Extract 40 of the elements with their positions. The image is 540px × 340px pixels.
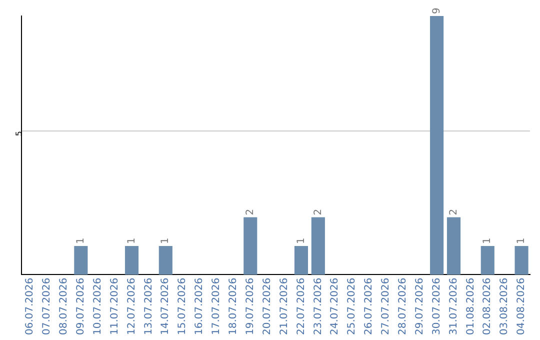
x-tick-label: 09.07.2026 (76, 278, 87, 336)
x-tick-label: 19.07.2026 (244, 278, 256, 336)
data-label: 1 (76, 238, 87, 244)
x-tick-label: 17.07.2026 (211, 278, 222, 336)
x-tick-label: 28.07.2026 (397, 278, 408, 336)
x-tick-label: 07.07.2026 (42, 278, 53, 336)
data-label: 1 (516, 238, 528, 244)
x-tick-label: 06.07.2026 (24, 278, 36, 336)
x-tick-label: 23.07.2026 (312, 278, 324, 336)
data-label: 2 (244, 208, 256, 216)
x-tick-label: 21.07.2026 (278, 278, 290, 336)
x-tick-label: 14.07.2026 (160, 278, 172, 336)
x-tick-label: 24.07.2026 (330, 278, 341, 336)
x-tick-label: 11.07.2026 (109, 278, 120, 336)
data-label: 9 (431, 8, 442, 14)
x-tick-label: 26.07.2026 (364, 278, 375, 336)
x-tick-label: 01.08.2026 (465, 278, 476, 336)
x-tick-label: 02.08.2026 (482, 278, 494, 336)
data-label: 1 (296, 238, 307, 244)
x-tick-label: 03.08.2026 (499, 278, 510, 336)
x-tick-label: 20.07.2026 (262, 278, 273, 336)
x-tick-label: 18.07.2026 (228, 278, 240, 336)
x-tick-label: 16.07.2026 (194, 278, 206, 336)
x-tick-label: 25.07.2026 (346, 278, 358, 336)
x-tick-label: 12.07.2026 (126, 278, 138, 336)
x-tick-label: 04.08.2026 (516, 278, 528, 336)
x-tick-label: 31.07.2026 (448, 278, 460, 336)
data-label: 2 (448, 208, 460, 216)
data-label: 1 (160, 238, 172, 244)
data-label: 1 (482, 238, 494, 244)
x-tick-label: 10.07.2026 (92, 278, 104, 336)
x-tick-label: 08.07.2026 (58, 278, 70, 336)
data-label: 2 (312, 208, 324, 216)
x-tick-label: 30.07.2026 (431, 278, 442, 336)
x-tick-label: 27.07.2026 (380, 278, 392, 336)
x-tick-label: 22.07.2026 (296, 278, 307, 336)
x-tick-label: 29.07.2026 (414, 278, 426, 336)
x-tick-label: 15.07.2026 (177, 278, 188, 336)
x-tick-label: 13.07.2026 (143, 278, 154, 336)
data-label: 1 (126, 238, 138, 244)
